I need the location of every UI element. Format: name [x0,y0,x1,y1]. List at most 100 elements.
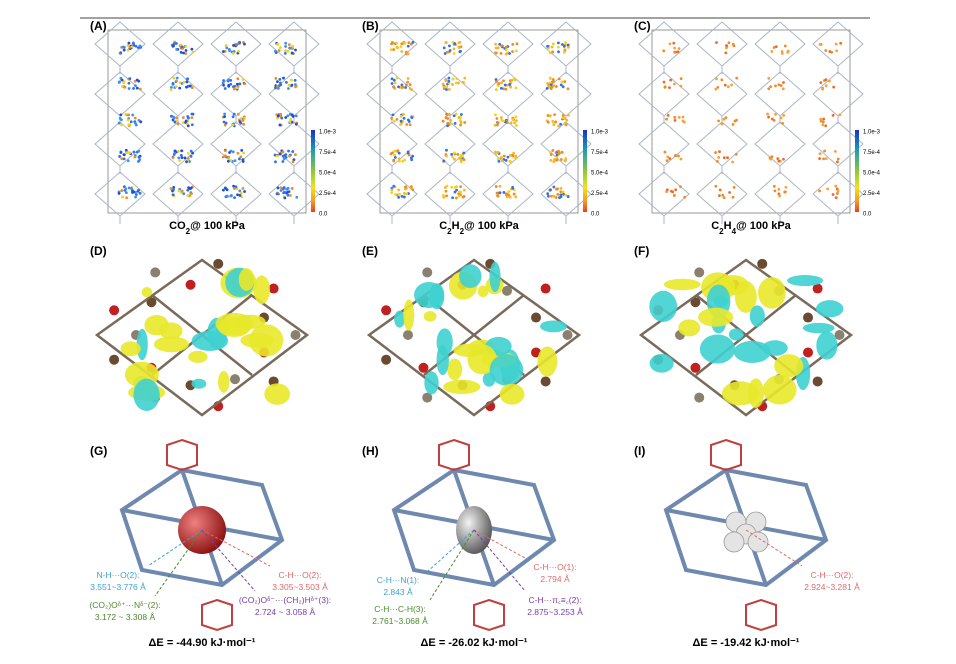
density-dot [673,119,677,122]
density-dot [276,114,280,118]
density-isosurface [153,336,189,353]
density-isosurface [394,310,406,328]
framework-line [812,171,864,224]
density-dot [229,78,233,82]
density-isosurface [663,278,701,291]
density-dot [662,49,666,53]
density-dot [189,186,193,190]
density-dot [445,85,449,89]
density-dot [288,120,292,123]
density-dot [404,50,408,54]
density-dot [767,87,771,91]
framework-line [94,121,146,174]
density-isosurface [749,305,765,327]
density-dot [275,192,279,196]
colorbar-tick-label: 1.0e-3 [863,130,881,136]
density-dot [186,115,190,118]
density-dot [496,150,500,154]
density-dot [462,195,466,198]
density-dot [777,83,781,87]
density-dot [286,190,290,194]
density-dot [225,188,229,192]
density-dot [276,154,279,158]
density-dot [279,46,282,49]
interaction-label: 2.924~3.281 Å [804,582,860,592]
density-dot [723,83,727,87]
density-dot [134,195,137,199]
density-dot [404,185,408,189]
density-dot [134,193,138,196]
density-dot [401,159,405,163]
density-dot [514,86,518,90]
density-dot [461,154,464,158]
density-dot [284,156,288,159]
interaction-line [427,529,475,572]
framework-line [94,171,146,224]
density-dot [559,193,563,197]
density-dot [783,44,787,48]
density-dot [824,84,828,88]
binding-energy: ΔE = -44.90 kJ·mol⁻¹ [149,637,256,649]
density-dot [137,155,141,159]
density-isosurface [264,383,291,405]
framework-atom [109,305,120,316]
density-dot [395,117,399,121]
density-dot [393,119,396,123]
density-dot [186,151,190,155]
framework-line [424,171,476,224]
density-dot [397,85,400,89]
density-dot [552,121,556,125]
framework-atom [290,330,301,340]
density-dot [561,85,565,89]
density-dot [236,151,240,155]
density-dot [174,85,178,89]
density-dot [722,156,726,160]
density-dot [133,79,137,83]
density-dot [393,156,397,159]
density-dot [511,154,515,158]
framework-atom [381,305,392,316]
framework-line [482,21,534,74]
density-dot [665,159,669,163]
density-dot [839,41,843,45]
density-dot [514,49,518,53]
density-dot [281,187,285,191]
density-dot [231,123,235,127]
framework-line [696,21,748,74]
interaction-label: 3.551~3.776 Å [90,582,146,592]
density-dot [666,155,670,159]
density-dot [448,44,451,48]
density-dot [131,113,135,117]
density-dot [500,155,504,159]
density-dot [546,82,549,85]
density-dot [508,159,512,163]
density-dot [403,41,407,45]
density-isosurface [159,322,183,340]
density-dot [445,194,448,198]
density-dot [559,122,563,126]
density-dot [559,83,563,87]
density-dot [500,118,503,122]
density-dot [231,51,235,55]
density-dot [720,122,724,126]
density-dot [121,195,124,199]
density-dot [185,160,188,164]
density-dot [502,87,505,91]
density-dot [728,191,731,194]
density-dot [672,41,676,45]
density-dot [233,196,236,200]
density-dot [673,46,677,50]
density-dot [191,151,195,155]
density-dot [668,86,671,90]
density-dot [276,186,280,190]
density-dot [549,87,553,91]
density-dot [238,193,242,197]
density-dot [188,84,192,88]
density-dot [273,153,277,157]
density-dot [395,41,398,45]
density-dot [552,84,556,88]
density-dot [724,51,728,55]
density-dot [462,188,466,192]
density-isosurface [217,317,251,337]
density-dot [683,195,687,199]
